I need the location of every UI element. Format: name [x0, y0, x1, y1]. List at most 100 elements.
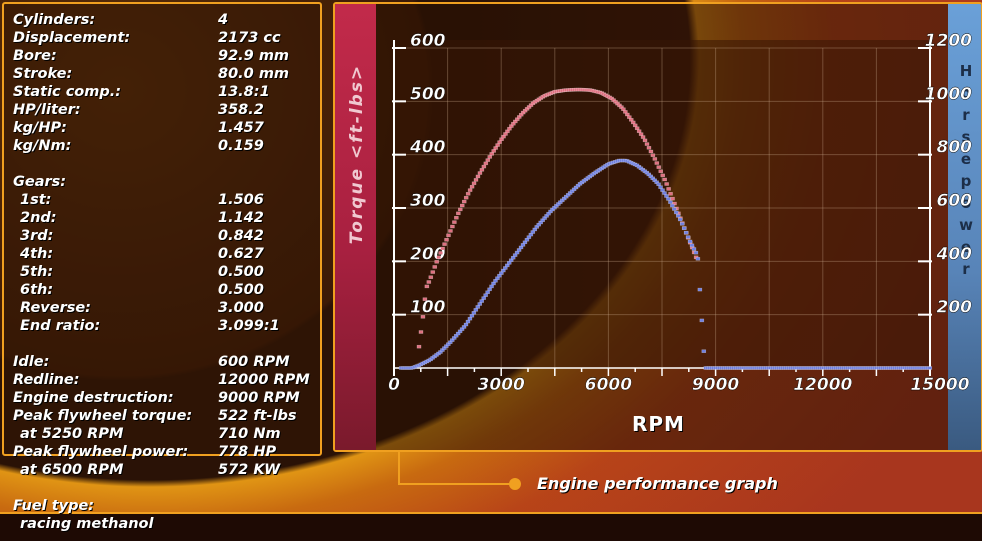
torque-tick-label: 200: [410, 244, 446, 264]
rpm-tick-label: 12000: [793, 375, 852, 395]
horsepower-point: [670, 203, 675, 208]
torque-point: [416, 344, 422, 349]
torque-point: [469, 184, 475, 189]
engine-value: 710 Nm: [218, 426, 281, 442]
gears-value: 0.500: [218, 282, 264, 298]
torque-point: [489, 152, 494, 156]
horsepower-point: [477, 302, 483, 306]
horsepower-tick-label: 1000: [925, 84, 972, 104]
horsepower-point: [487, 287, 492, 292]
horsepower-point: [660, 188, 665, 192]
horsepower-point: [473, 308, 479, 312]
horsepower-axis-band: [948, 4, 981, 450]
horsepower-point: [674, 210, 679, 215]
horsepower-point: [481, 296, 486, 300]
rpm-tick-label: 6000: [585, 375, 632, 395]
specs-label: HP/liter:: [13, 102, 81, 118]
engine-value: 778 HP: [218, 444, 277, 460]
caption-connector: [398, 450, 400, 483]
horsepower-point: [693, 250, 699, 255]
specs-label: Cylinders:: [13, 12, 96, 28]
horsepower-point: [479, 299, 484, 303]
specs-value: 2173 cc: [218, 30, 281, 46]
gears-label: 6th:: [20, 282, 54, 298]
caption-connector-horizontal: [398, 483, 514, 485]
horsepower-tick-label: 400: [936, 244, 973, 264]
torque-point: [446, 233, 451, 238]
torque-point: [658, 169, 663, 174]
engine-label: Idle:: [13, 354, 50, 370]
torque-point: [479, 168, 485, 172]
torque-point: [483, 161, 489, 166]
engine-value: 9000 RPM: [218, 390, 300, 406]
gears-value: 0.627: [218, 246, 264, 262]
torque-point: [487, 155, 493, 159]
torque-point: [432, 265, 437, 269]
gears-label: 3rd:: [20, 228, 54, 244]
torque-point: [634, 126, 640, 131]
torque-point: [660, 173, 665, 178]
engine-value: 600 RPM: [218, 354, 290, 370]
horsepower-point: [695, 257, 701, 261]
torque-point: [452, 220, 457, 224]
graph-caption: Engine performance graph: [537, 474, 778, 493]
torque-point: [477, 171, 483, 175]
torque-point: [491, 149, 496, 153]
horsepower-point: [658, 185, 663, 189]
horsepower-point: [485, 290, 490, 295]
torque-point: [428, 275, 434, 279]
engine-label: Peak flywheel torque:: [13, 408, 193, 424]
specs-value: 92.9 mm: [218, 48, 290, 64]
rpm-tick-label: 3000: [478, 375, 525, 395]
torque-point: [652, 157, 658, 161]
torque-point: [436, 255, 441, 260]
specs-label: kg/Nm:: [13, 138, 72, 154]
specs-value: 358.2: [218, 102, 264, 118]
horsepower-tick-label: 600: [937, 191, 973, 211]
horsepower-point: [666, 197, 671, 201]
torque-point: [444, 237, 449, 242]
x-axis-label: RPM: [632, 412, 685, 436]
gears-label: 4th:: [20, 246, 54, 262]
horsepower-point: [697, 287, 703, 292]
torque-point: [656, 165, 662, 169]
fuel-bar: [0, 512, 982, 541]
torque-point: [646, 146, 652, 150]
torque-point: [668, 192, 673, 196]
horsepower-point: [463, 322, 469, 327]
plot-area: [394, 40, 930, 368]
horsepower-axis-label: Horsepower: [959, 62, 973, 278]
torque-point: [450, 224, 455, 229]
rpm-tick-label: 15000: [910, 375, 969, 395]
horsepower-point: [681, 226, 687, 231]
torque-point: [670, 196, 675, 201]
torque-point: [448, 229, 453, 233]
horsepower-point: [701, 349, 707, 353]
gears-value: 1.506: [218, 192, 264, 208]
horsepower-point: [475, 305, 481, 309]
specs-value: 1.457: [218, 120, 264, 136]
horsepower-point: [679, 222, 685, 226]
engine-value: 572 KW: [218, 462, 281, 478]
gears-heading: Gears:: [13, 174, 67, 190]
torque-point: [463, 195, 469, 200]
torque-point: [424, 284, 430, 289]
horsepower-point: [927, 366, 933, 370]
torque-point: [454, 215, 459, 220]
torque-point: [460, 203, 465, 208]
torque-point: [648, 149, 654, 154]
torque-point: [497, 140, 502, 144]
specs-value: 0.159: [218, 138, 264, 154]
specs-label: kg/HP:: [13, 120, 67, 136]
torque-point: [632, 123, 638, 128]
horsepower-point: [677, 217, 683, 222]
horsepower-point: [471, 311, 477, 315]
torque-point: [493, 146, 498, 150]
caption-bullet-icon: [509, 478, 521, 490]
horsepower-point: [672, 207, 677, 211]
gears-label: 5th:: [20, 264, 54, 280]
engine-label: Peak flywheel power:: [13, 444, 189, 460]
horsepower-point: [467, 316, 473, 321]
horsepower-tick-label: 200: [937, 298, 973, 318]
